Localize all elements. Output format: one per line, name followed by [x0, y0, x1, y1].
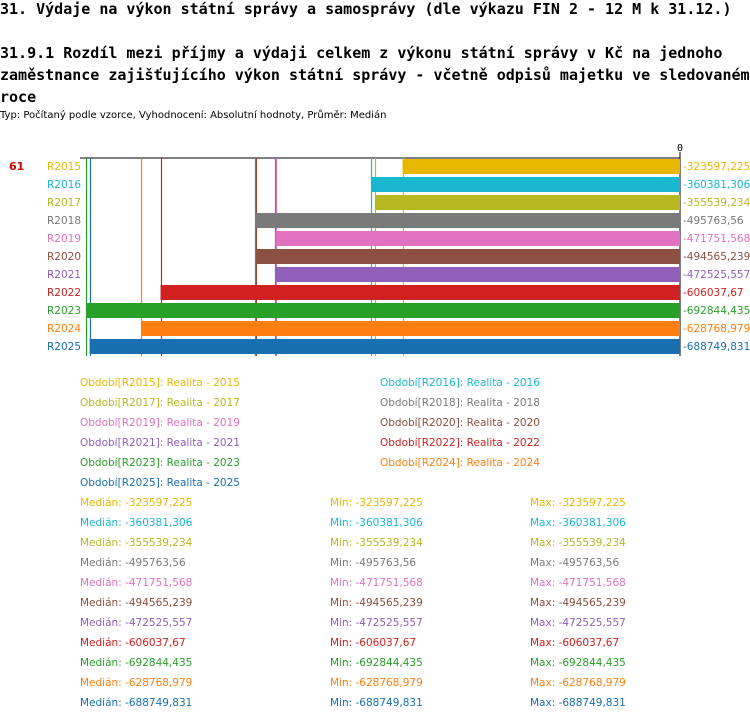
stat-min-R2022: Min: -606037,67 — [330, 637, 417, 649]
legend-item-R2023: Období[R2023]: Realita - 2023 — [80, 457, 240, 469]
category-label-R2021: R2021 — [47, 269, 81, 281]
stat-min-R2021: Min: -472525,557 — [330, 617, 423, 629]
stat-max-R2024: Max: -628768,979 — [530, 677, 626, 689]
chart-title: 31.9.1 Rozdíl mezi příjmy a výdaji celke… — [0, 44, 750, 106]
category-label-R2016: R2016 — [47, 179, 81, 191]
category-label-R2023: R2023 — [47, 305, 81, 317]
stat-max-R2018: Max: -495763,56 — [530, 557, 620, 569]
category-label-R2022: R2022 — [47, 287, 81, 299]
value-label-R2021: -472525,557 — [683, 269, 750, 281]
legend-item-R2019: Období[R2019]: Realita - 2019 — [80, 417, 240, 429]
stat-min-R2024: Min: -628768,979 — [330, 677, 423, 689]
bar-R2017 — [375, 195, 680, 210]
legend-item-R2025: Období[R2025]: Realita - 2025 — [80, 477, 240, 489]
stat-min-R2015: Min: -323597,225 — [330, 497, 423, 509]
stat-min-R2016: Min: -360381,306 — [330, 517, 423, 529]
category-label-R2025: R2025 — [47, 341, 81, 353]
stat-median-R2019: Medián: -471751,568 — [80, 577, 193, 589]
stat-median-R2022: Medián: -606037,67 — [80, 637, 186, 649]
legend-item-R2022: Období[R2022]: Realita - 2022 — [380, 437, 540, 449]
stat-median-R2020: Medián: -494565,239 — [80, 597, 193, 609]
bar-R2021 — [274, 267, 680, 282]
value-label-R2023: -692844,435 — [683, 305, 750, 317]
stat-median-R2024: Medián: -628768,979 — [80, 677, 193, 689]
bar-R2019 — [275, 231, 680, 246]
legend-item-R2024: Období[R2024]: Realita - 2024 — [380, 457, 540, 469]
bar-R2024 — [141, 321, 680, 336]
stat-median-R2015: Medián: -323597,225 — [80, 497, 193, 509]
value-label-R2015: -323597,225 — [683, 161, 750, 173]
chart-subtitle: Typ: Počítaný podle vzorce, Vyhodnocení:… — [0, 110, 387, 121]
bar-R2023 — [86, 303, 680, 318]
stat-max-R2019: Max: -471751,568 — [530, 577, 626, 589]
stat-median-R2018: Medián: -495763,56 — [80, 557, 186, 569]
legend-item-R2015: Období[R2015]: Realita - 2015 — [80, 377, 240, 389]
stat-max-R2015: Max: -323597,225 — [530, 497, 626, 509]
stat-max-R2021: Max: -472525,557 — [530, 617, 626, 629]
stat-max-R2020: Max: -494565,239 — [530, 597, 626, 609]
stat-min-R2020: Min: -494565,239 — [330, 597, 423, 609]
stat-min-R2025: Min: -688749,831 — [330, 697, 423, 709]
bar-R2022 — [160, 285, 681, 300]
stat-max-R2017: Max: -355539,234 — [530, 537, 626, 549]
legend-item-R2021: Období[R2021]: Realita - 2021 — [80, 437, 240, 449]
stat-median-R2025: Medián: -688749,831 — [80, 697, 193, 709]
stat-min-R2018: Min: -495763,56 — [330, 557, 417, 569]
stat-max-R2022: Max: -606037,67 — [530, 637, 620, 649]
value-label-R2024: -628768,979 — [683, 323, 750, 335]
value-label-R2022: -606037,67 — [683, 287, 744, 299]
stat-max-R2023: Max: -692844,435 — [530, 657, 626, 669]
bar-R2016 — [371, 177, 680, 192]
bar-R2025 — [89, 339, 680, 354]
legend-item-R2020: Období[R2020]: Realita - 2020 — [380, 417, 540, 429]
value-label-R2020: -494565,239 — [683, 251, 750, 263]
page-title: 31. Výdaje na výkon státní správy a samo… — [0, 0, 732, 18]
stat-median-R2021: Medián: -472525,557 — [80, 617, 193, 629]
value-label-R2019: -471751,568 — [683, 233, 750, 245]
value-label-R2016: -360381,306 — [683, 179, 750, 191]
category-label-R2019: R2019 — [47, 233, 81, 245]
stat-min-R2017: Min: -355539,234 — [330, 537, 423, 549]
legend-item-R2018: Období[R2018]: Realita - 2018 — [380, 397, 540, 409]
stat-median-R2016: Medián: -360381,306 — [80, 517, 193, 529]
category-label-R2020: R2020 — [47, 251, 81, 263]
stat-median-R2023: Medián: -692844,435 — [80, 657, 193, 669]
category-label-R2015: R2015 — [47, 161, 81, 173]
category-label-R2024: R2024 — [47, 323, 81, 335]
entity-value: 61 — [9, 160, 25, 173]
stat-max-R2016: Max: -360381,306 — [530, 517, 626, 529]
stat-median-R2017: Medián: -355539,234 — [80, 537, 193, 549]
value-label-R2018: -495763,56 — [683, 215, 744, 227]
value-label-R2025: -688749,831 — [683, 341, 750, 353]
bar-chart: 0 R2015 -323597,225 R2016 -360381,306 R2017 -3… — [47, 143, 750, 356]
value-label-R2017: -355539,234 — [683, 197, 750, 209]
bar-R2018 — [255, 213, 680, 228]
stat-min-R2023: Min: -692844,435 — [330, 657, 423, 669]
stat-max-R2025: Max: -688749,831 — [530, 697, 626, 709]
bar-R2015 — [402, 159, 680, 174]
stat-min-R2019: Min: -471751,568 — [330, 577, 423, 589]
legend-item-R2016: Období[R2016]: Realita - 2016 — [380, 377, 540, 389]
legend-item-R2017: Období[R2017]: Realita - 2017 — [80, 397, 240, 409]
zero-tick-label: 0 — [677, 143, 683, 154]
category-label-R2018: R2018 — [47, 215, 81, 227]
bar-R2020 — [256, 249, 680, 264]
category-label-R2017: R2017 — [47, 197, 81, 209]
